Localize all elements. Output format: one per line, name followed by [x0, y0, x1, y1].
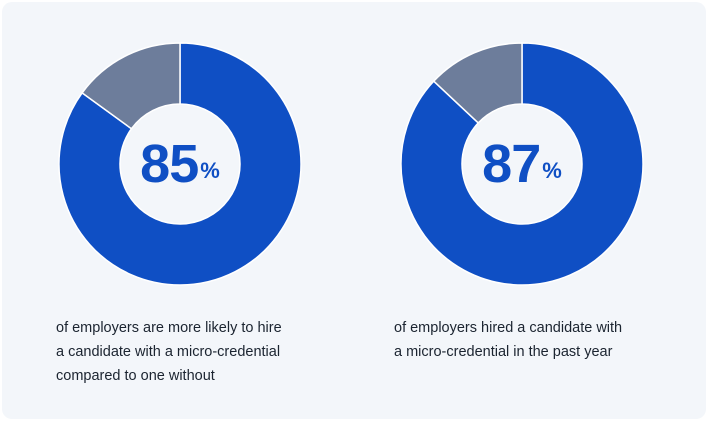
caption-line: compared to one without	[56, 368, 215, 384]
caption-hired-past-year: of employers hired a candidate with a mi…	[394, 316, 664, 364]
caption-line: of employers hired a candidate with	[394, 320, 623, 336]
slice-no	[432, 42, 523, 124]
caption-line: a micro-credential in the past year	[394, 344, 613, 360]
caption-line: of employers are more likely to hire	[56, 320, 282, 336]
slice-yes	[400, 42, 644, 286]
donut-center-label: 87 %	[400, 42, 644, 286]
donut-center-label: 85 %	[58, 42, 302, 286]
percentage-value: 85	[140, 134, 199, 194]
donut-chart-hired-past-year: 87 %	[400, 42, 644, 286]
slice-yes	[58, 42, 302, 286]
percent-sign: %	[542, 158, 562, 183]
slice-no	[81, 42, 181, 130]
donut-chart-hire-likelihood: 85 %	[58, 42, 302, 286]
percentage-value: 87	[482, 134, 541, 194]
donut-svg	[400, 42, 644, 286]
caption-hire-likelihood: of employers are more likely to hire a c…	[56, 316, 326, 388]
caption-line: a candidate with a micro-credential	[56, 344, 281, 360]
donut-svg	[58, 42, 302, 286]
percent-sign: %	[200, 158, 220, 183]
